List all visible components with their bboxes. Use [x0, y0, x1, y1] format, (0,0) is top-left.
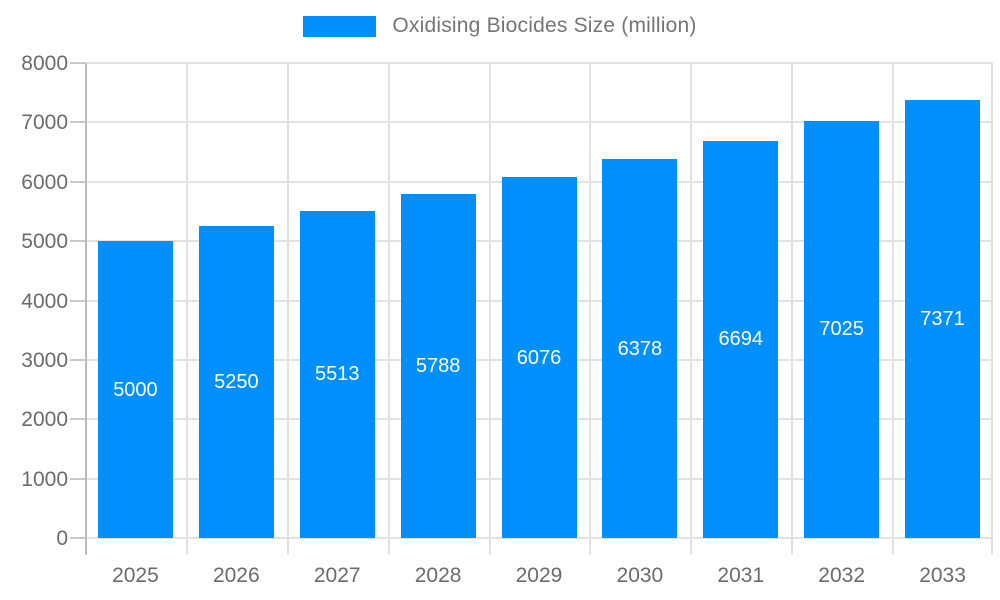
y-axis-line: [85, 63, 87, 555]
y-axis-label: 1000: [21, 467, 68, 491]
x-axis-label: 2027: [313, 564, 361, 587]
y-gridline: [85, 121, 993, 124]
y-axis-tick: [70, 477, 85, 480]
bar-2032[interactable]: 7025: [804, 120, 880, 538]
y-axis-label: 0: [56, 527, 68, 550]
y-axis-tick: [70, 418, 85, 421]
chart-legend: Oxidising Biocides Size (million): [0, 14, 1000, 38]
bar-value-label: 5000: [113, 378, 158, 401]
x-gridline: [589, 63, 591, 555]
x-axis-label: 2031: [717, 564, 765, 587]
bar-value-label: 6076: [516, 346, 562, 369]
y-gridline: [85, 62, 993, 64]
y-axis-label: 5000: [21, 230, 68, 254]
x-axis-label: 2026: [212, 564, 260, 587]
bar-2025[interactable]: 5000: [97, 241, 173, 538]
y-axis-tick: [70, 62, 85, 64]
y-axis-label: 3000: [21, 348, 68, 372]
x-axis-label: 2033: [919, 564, 966, 587]
bar-2030[interactable]: 6378: [602, 159, 678, 538]
x-gridline: [892, 63, 894, 555]
y-gridline: [85, 537, 993, 539]
x-axis-label: 2029: [515, 564, 563, 587]
bar-value-label: 7025: [819, 318, 864, 341]
y-axis-tick: [70, 240, 85, 243]
x-gridline: [791, 63, 793, 555]
legend-label: Oxidising Biocides Size (million): [392, 14, 697, 37]
y-axis-label: 2000: [21, 408, 68, 432]
bar-2033[interactable]: 7371: [905, 100, 981, 538]
bar-2027[interactable]: 5513: [299, 210, 375, 538]
x-gridline: [489, 63, 491, 555]
x-gridline: [388, 63, 390, 555]
x-axis-label: 2030: [616, 564, 664, 587]
plot-area: 5000 5250 5513 5788 6076 6378 6694 7025 7371: [85, 62, 993, 555]
bar-value-label: 6694: [718, 328, 764, 351]
x-axis-label: 2032: [818, 564, 866, 587]
x-axis-label: 2025: [112, 564, 159, 587]
y-axis-label: 6000: [21, 170, 68, 194]
bar-2029[interactable]: 6076: [501, 177, 577, 538]
y-axis-tick: [70, 537, 85, 539]
x-gridline: [287, 63, 289, 555]
bar-value-label: 5513: [314, 363, 360, 386]
y-axis-label: 8000: [21, 52, 68, 75]
y-axis-tick: [70, 180, 85, 183]
bar-value-label: 5788: [415, 355, 461, 378]
bar-2031[interactable]: 6694: [703, 140, 779, 538]
bar-value-label: 7371: [920, 308, 965, 331]
y-axis-tick: [70, 299, 85, 302]
y-axis-label: 4000: [21, 289, 68, 313]
bar-value-label: 5250: [214, 371, 259, 394]
bar-value-label: 6378: [617, 337, 663, 360]
bar-2026[interactable]: 5250: [198, 226, 274, 538]
legend-swatch-icon: [303, 15, 377, 37]
y-axis-label: 7000: [21, 111, 68, 135]
bar-2028[interactable]: 5788: [400, 194, 476, 538]
x-gridline: [690, 63, 692, 555]
y-axis-tick: [70, 358, 85, 361]
x-gridline: [991, 63, 993, 555]
y-axis-tick: [70, 121, 85, 124]
x-axis-label: 2028: [414, 564, 462, 587]
x-gridline: [186, 63, 188, 555]
legend-item-series[interactable]: Oxidising Biocides Size (million): [303, 14, 696, 38]
